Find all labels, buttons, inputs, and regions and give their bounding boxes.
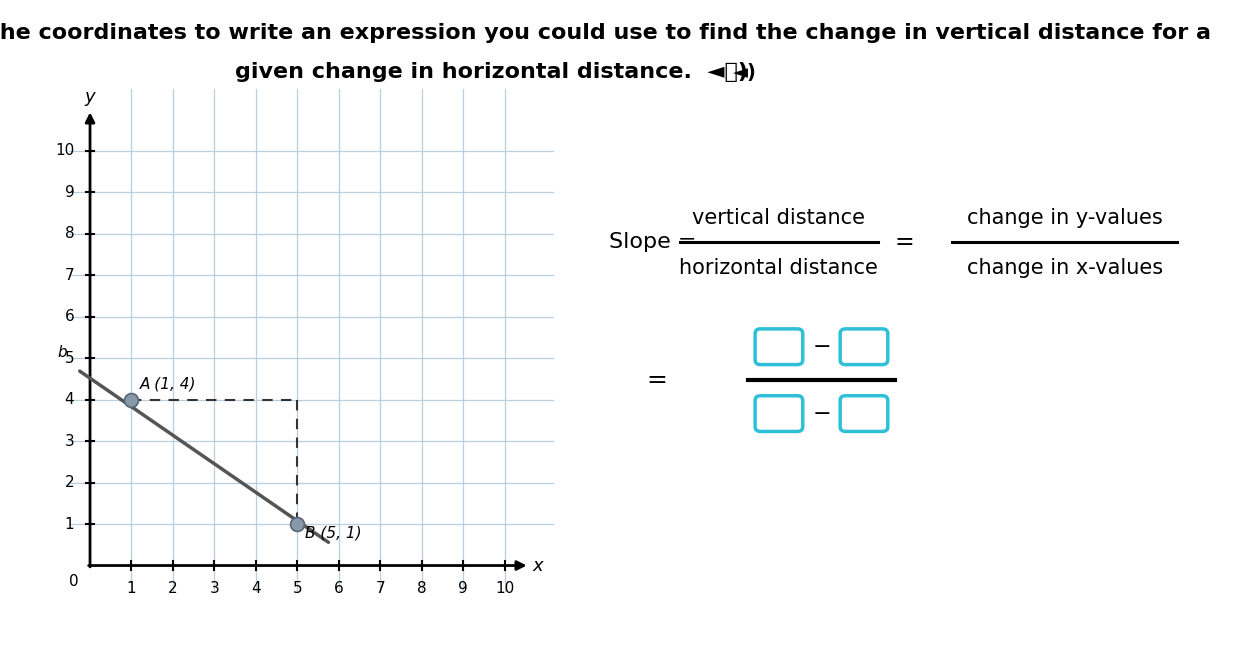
Text: y: y: [84, 88, 96, 106]
Text: 10: 10: [55, 143, 74, 159]
FancyBboxPatch shape: [755, 396, 803, 432]
Text: Slope =: Slope =: [609, 232, 697, 252]
Text: given change in horizontal distance.  ◄⦧): given change in horizontal distance. ◄⦧): [234, 62, 748, 83]
Text: B (5, 1): B (5, 1): [305, 525, 362, 540]
Text: 6: 6: [334, 581, 344, 596]
Text: 7: 7: [64, 268, 74, 283]
FancyBboxPatch shape: [755, 329, 803, 365]
Text: vertical distance: vertical distance: [693, 208, 866, 228]
FancyBboxPatch shape: [840, 396, 888, 432]
Text: 3: 3: [209, 581, 219, 596]
Text: change in y-values: change in y-values: [966, 208, 1163, 228]
Text: −: −: [813, 337, 830, 357]
FancyBboxPatch shape: [840, 329, 888, 365]
Text: 2: 2: [168, 581, 178, 596]
Text: 7: 7: [375, 581, 386, 596]
Text: 2: 2: [64, 475, 74, 490]
Text: Use the coordinates to write an expression you could use to find the change in v: Use the coordinates to write an expressi…: [0, 23, 1211, 43]
Text: b: b: [58, 345, 67, 360]
Text: 10: 10: [495, 581, 514, 596]
Text: 4: 4: [251, 581, 261, 596]
Text: horizontal distance: horizontal distance: [679, 258, 878, 278]
Text: 8: 8: [64, 227, 74, 241]
Text: x: x: [533, 557, 543, 574]
Text: 8: 8: [417, 581, 427, 596]
Text: 1: 1: [127, 581, 136, 596]
Text: 5: 5: [292, 581, 302, 596]
Text: 1: 1: [64, 517, 74, 532]
Text: −: −: [813, 403, 830, 424]
Text: 6: 6: [64, 309, 74, 324]
Text: 9: 9: [459, 581, 467, 596]
Text: 4: 4: [64, 392, 74, 407]
Text: 3: 3: [64, 434, 74, 449]
Text: A (1, 4): A (1, 4): [140, 376, 197, 391]
Text: ◄): ◄): [733, 63, 757, 82]
Text: 5: 5: [64, 350, 74, 365]
Text: =: =: [895, 230, 915, 254]
Text: 0: 0: [69, 574, 79, 589]
Text: change in x-values: change in x-values: [966, 258, 1163, 278]
Text: 9: 9: [64, 185, 74, 200]
Text: =: =: [646, 368, 667, 392]
